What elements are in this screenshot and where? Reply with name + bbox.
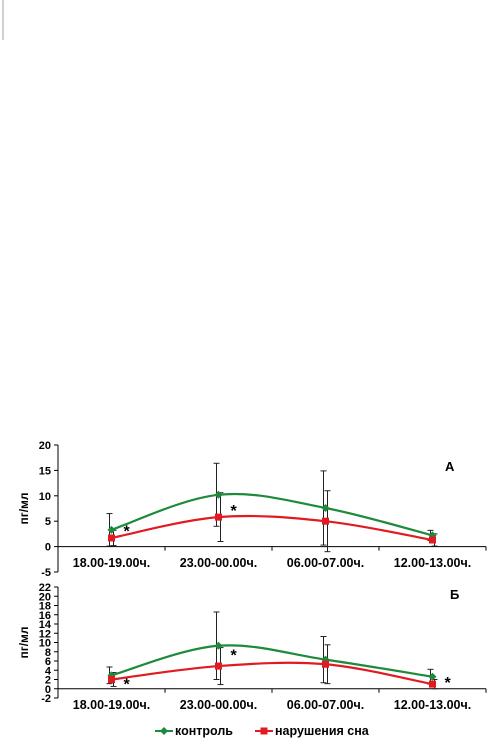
y-axis-label: пг/мл bbox=[17, 626, 31, 658]
data-point-sleep-disorder bbox=[429, 536, 436, 544]
legend-marker-sleep-disorder bbox=[260, 727, 268, 735]
y-tick-label: 6 bbox=[45, 656, 51, 668]
series-line-sleep-disorder bbox=[111, 514, 433, 542]
y-tick-label: 8 bbox=[45, 647, 51, 659]
y-tick-label: 0 bbox=[45, 542, 51, 554]
y-tick-label: 18 bbox=[39, 601, 51, 613]
y-tick-label: 22 bbox=[39, 582, 51, 594]
data-point-sleep-disorder bbox=[322, 660, 329, 668]
series-line-sleep-disorder bbox=[111, 661, 433, 686]
x-tick-label: 18.00-19.00ч. bbox=[73, 698, 150, 712]
y-tick-label: 12 bbox=[39, 628, 51, 640]
significance-marker: * bbox=[445, 675, 452, 692]
series-line-control bbox=[111, 644, 433, 678]
significance-marker: * bbox=[124, 676, 131, 693]
data-point-control bbox=[214, 641, 223, 650]
x-tick-label: 06.00-07.00ч. bbox=[287, 556, 364, 570]
data-point-control bbox=[107, 525, 116, 534]
data-point-control bbox=[428, 672, 437, 681]
data-point-sleep-disorder bbox=[108, 534, 115, 542]
legend-label-control: контроль bbox=[175, 724, 233, 738]
y-tick-label: 16 bbox=[39, 610, 51, 622]
y-tick-label: 20 bbox=[39, 591, 51, 603]
significance-marker: * bbox=[231, 503, 238, 520]
y-tick-label: 10 bbox=[39, 638, 51, 650]
data-point-control bbox=[321, 503, 330, 512]
x-tick-label: 12.00-13.00ч. bbox=[394, 698, 471, 712]
data-point-sleep-disorder bbox=[429, 680, 436, 688]
data-point-sleep-disorder bbox=[215, 662, 222, 670]
y-tick-label: 15 bbox=[39, 465, 51, 477]
x-tick-label: 18.00-19.00ч. bbox=[73, 556, 150, 570]
y-tick-label: -2 bbox=[41, 693, 51, 705]
y-tick-label: 10 bbox=[39, 491, 51, 503]
y-tick-label: 2 bbox=[45, 675, 51, 687]
x-tick-label: 23.00-00.00ч. bbox=[180, 556, 257, 570]
x-tick-label: 06.00-07.00ч. bbox=[287, 698, 364, 712]
y-tick-label: 14 bbox=[39, 619, 52, 631]
series-line-control bbox=[111, 492, 433, 537]
legend-label-sleep-disorder: нарушения сна bbox=[275, 724, 370, 738]
x-tick-label: 23.00-00.00ч. bbox=[180, 698, 257, 712]
y-axis-label: пг/мл bbox=[17, 492, 31, 524]
legend: контроль нарушения сна bbox=[155, 724, 370, 738]
y-tick-label: -5 bbox=[41, 567, 51, 579]
y-tick-label: 4 bbox=[45, 665, 52, 677]
data-point-sleep-disorder bbox=[322, 517, 329, 525]
y-tick-label: 20 bbox=[39, 440, 51, 452]
legend-marker-control bbox=[160, 727, 168, 735]
data-point-sleep-disorder bbox=[215, 513, 222, 521]
y-tick-label: 5 bbox=[45, 516, 51, 528]
panel-label: Б bbox=[450, 587, 459, 602]
data-point-control bbox=[214, 490, 223, 499]
significance-marker: * bbox=[124, 523, 131, 540]
text-cursor bbox=[2, 0, 4, 40]
panel-label: А bbox=[445, 459, 455, 474]
y-tick-label: 0 bbox=[45, 684, 51, 696]
chart-panel-a: -5 0 5 10 15 20 18.00-19.00ч. 23.00-00.00ч. 06.0… bbox=[17, 440, 487, 579]
data-point-sleep-disorder bbox=[108, 676, 115, 683]
significance-marker: * bbox=[231, 648, 238, 665]
x-tick-label: 12.00-13.00ч. bbox=[394, 556, 471, 570]
